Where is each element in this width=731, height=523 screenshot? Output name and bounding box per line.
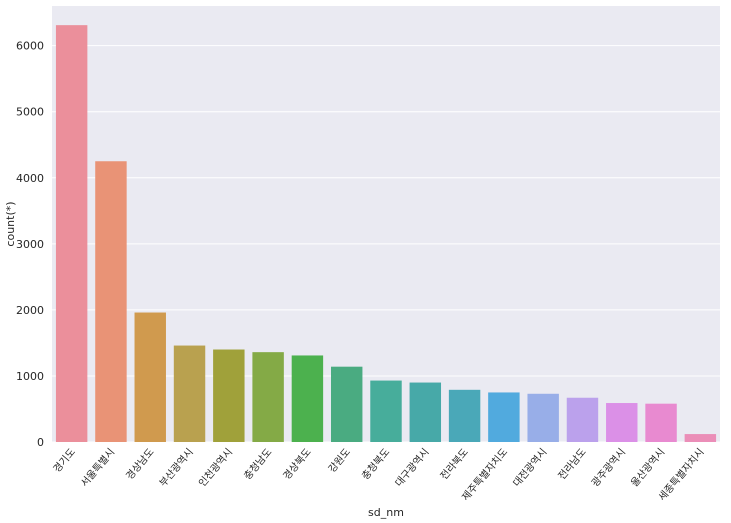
y-tick-label: 6000	[16, 40, 44, 53]
x-tick-label: 경상남도	[123, 446, 157, 483]
y-tick-label: 1000	[16, 370, 44, 383]
bar	[55, 25, 88, 442]
x-tick-label: 전라북도	[438, 446, 471, 482]
x-tick-label: 경상북도	[280, 446, 314, 483]
y-tick-label: 4000	[16, 172, 44, 185]
x-tick-label: 대전광역시	[511, 446, 550, 489]
bar	[606, 403, 638, 442]
bar	[291, 355, 324, 442]
bar	[448, 389, 481, 442]
x-tick-label: 부산광역시	[157, 446, 196, 489]
x-tick-label: 인천광역시	[196, 446, 235, 489]
y-tick-label: 2000	[16, 304, 44, 317]
x-tick-label: 대구광역시	[393, 446, 432, 489]
x-tick-labels: 경기도 서울특별시 경상남도 부산광역시 인천광역시 충청남도 경상북도 강원도 충청북도 대구광…	[50, 446, 706, 504]
bar	[252, 352, 284, 442]
x-tick-label: 강원도	[326, 446, 353, 475]
bar	[173, 345, 206, 442]
bar	[95, 161, 127, 443]
bar	[645, 403, 677, 442]
y-axis-label: count(*)	[4, 201, 17, 246]
y-tick-label: 3000	[16, 238, 44, 251]
y-tick-label: 0	[37, 436, 44, 449]
y-tick-labels: 0 1000 2000 3000 4000 5000 6000	[16, 40, 44, 449]
bar	[566, 397, 599, 442]
x-tick-label: 충청남도	[242, 446, 275, 482]
x-tick-label: 서울특별시	[78, 446, 117, 489]
bar	[409, 382, 442, 442]
bar	[213, 349, 245, 442]
bar	[370, 380, 402, 442]
bars	[55, 25, 717, 443]
bar	[488, 392, 520, 442]
y-tick-label: 5000	[16, 106, 44, 119]
x-tick-label: 충청북도	[359, 446, 392, 482]
bar	[527, 393, 559, 442]
bar	[134, 312, 166, 442]
x-tick-label: 광주광역시	[589, 446, 628, 489]
x-axis-label: sd_nm	[368, 506, 404, 519]
bar	[330, 366, 363, 442]
x-tick-label: 경기도	[50, 446, 78, 476]
x-tick-label: 전라남도	[556, 446, 589, 482]
bar	[684, 434, 717, 442]
x-tick-label: 울산광역시	[629, 446, 668, 489]
